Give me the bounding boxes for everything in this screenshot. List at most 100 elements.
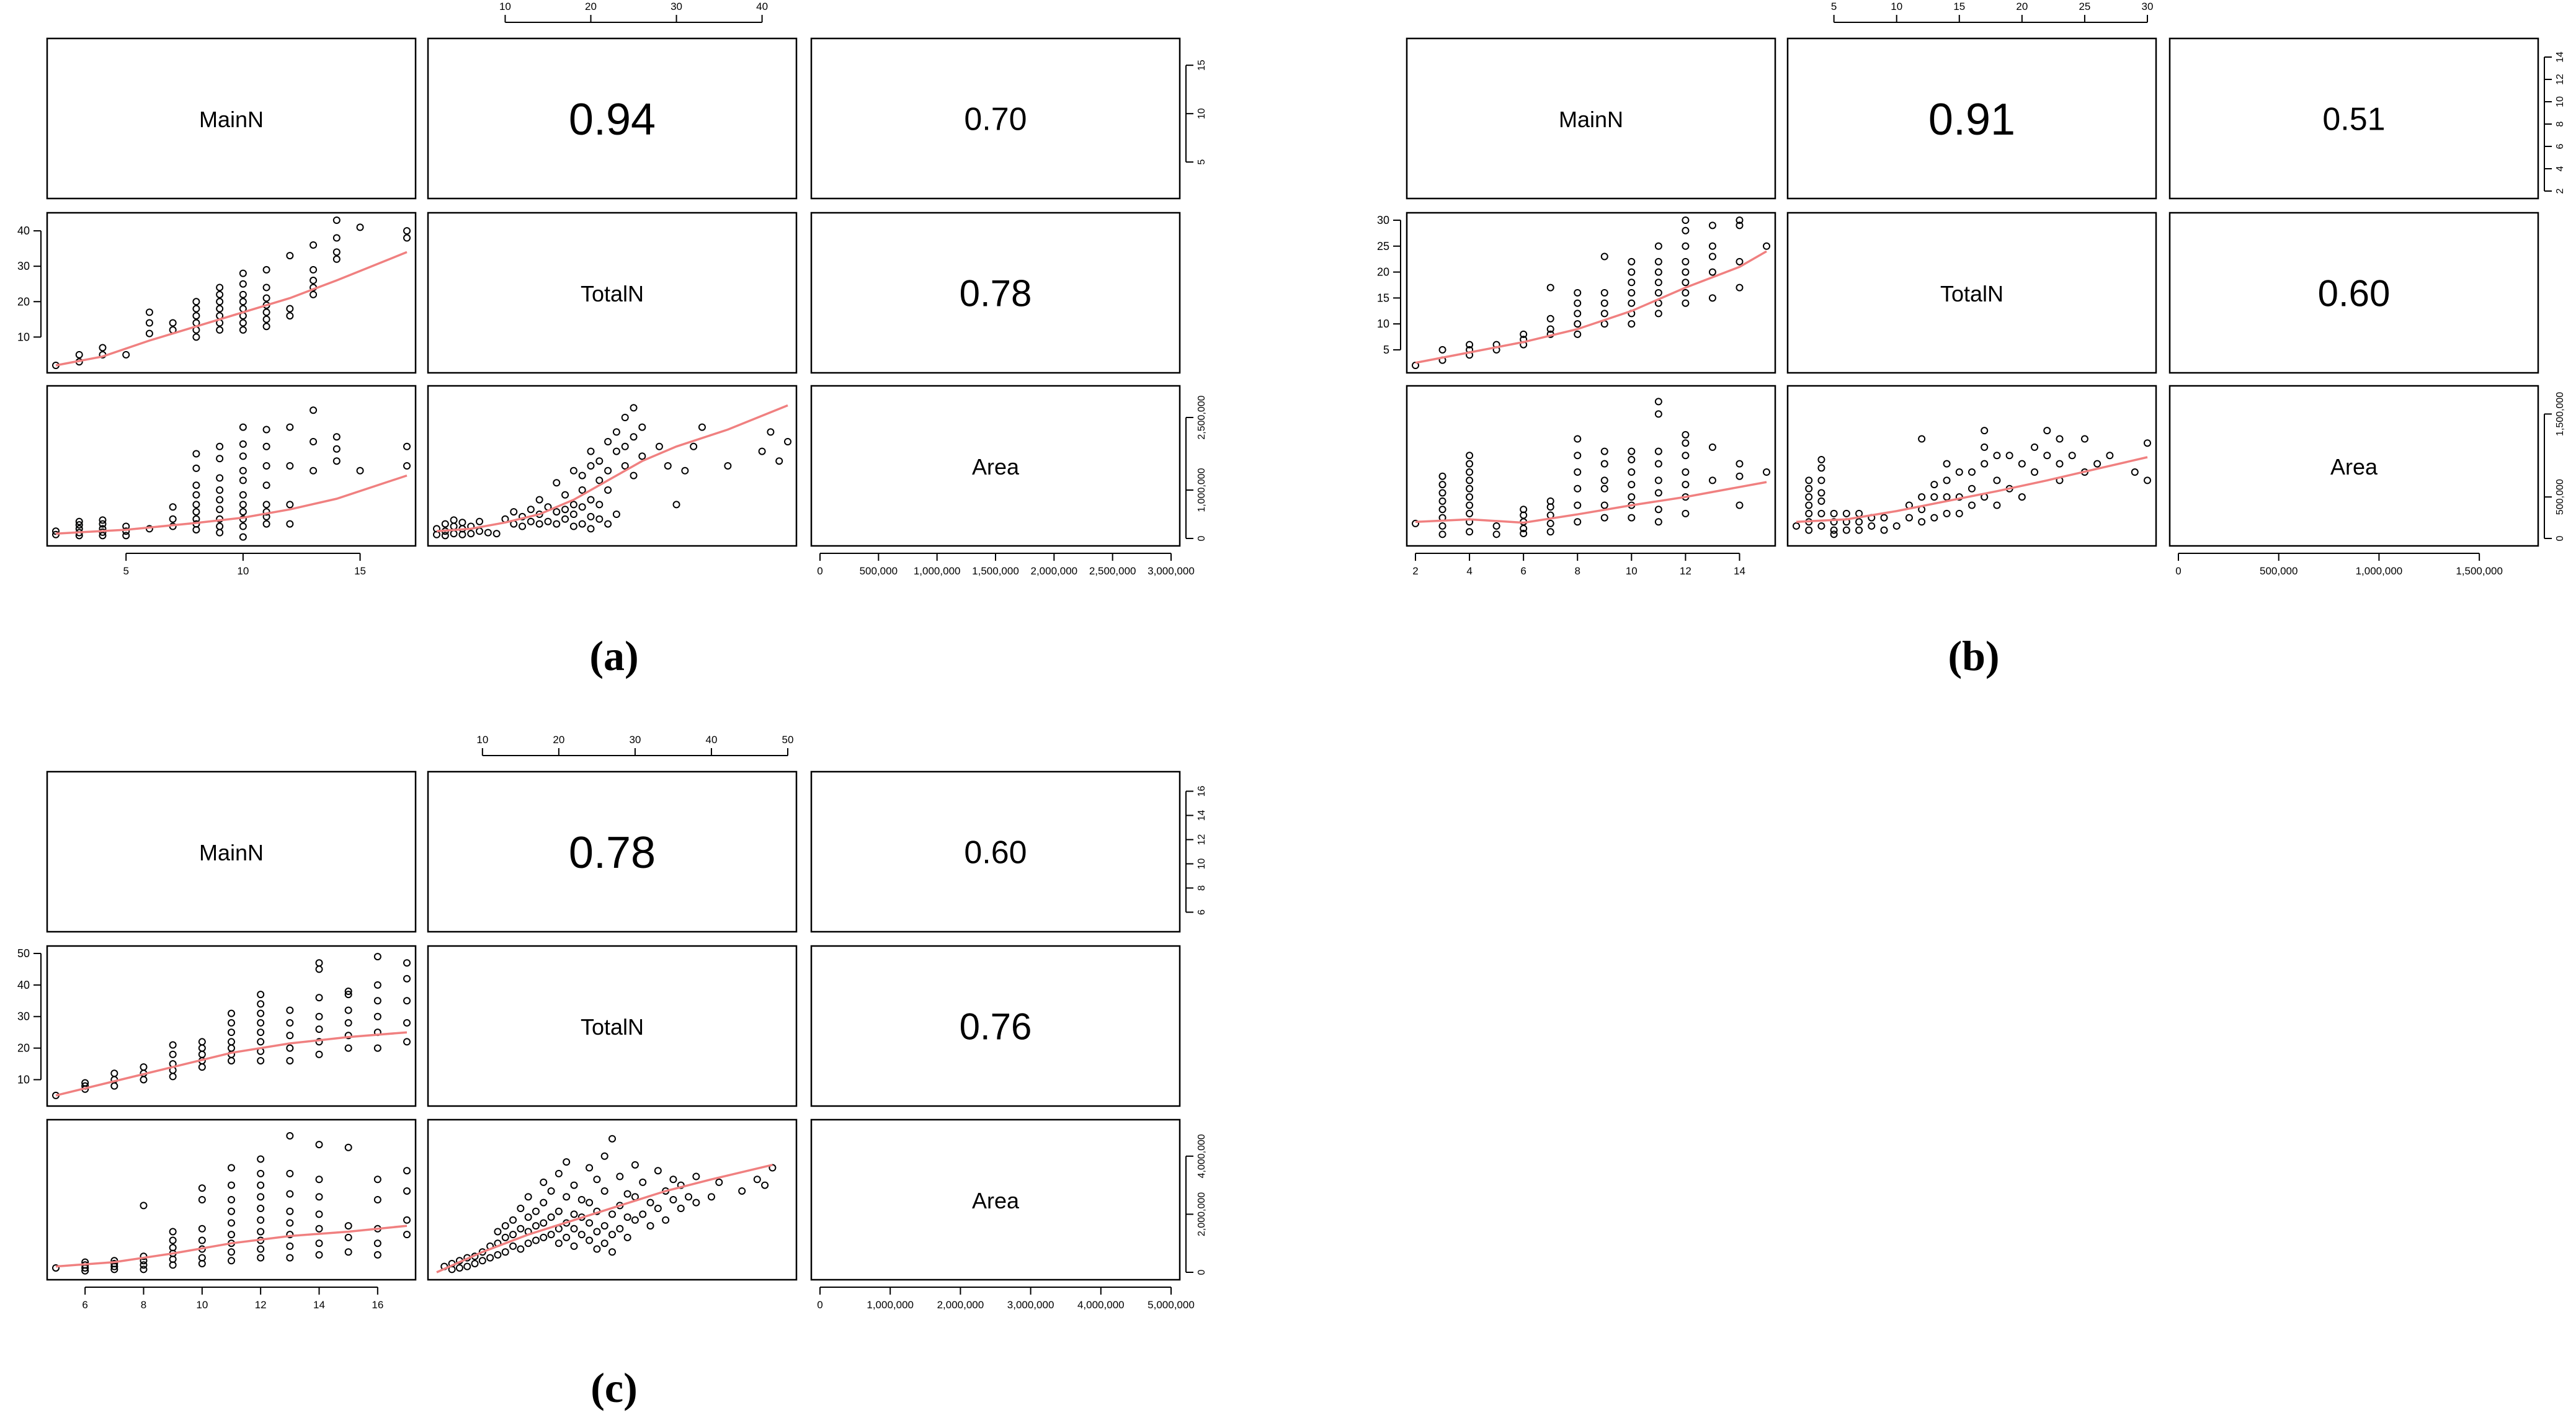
- tick-label: 50: [782, 734, 794, 746]
- data-point: [1993, 501, 2001, 509]
- data-point: [1438, 489, 1446, 497]
- tick-label: 5: [1197, 159, 1207, 165]
- data-point: [455, 1264, 463, 1272]
- data-point: [1708, 443, 1716, 451]
- data-point: [519, 522, 527, 530]
- data-point: [1520, 506, 1528, 514]
- data-point: [99, 520, 107, 528]
- data-point: [478, 1257, 486, 1265]
- correlation-value: 0.76: [960, 1006, 1032, 1048]
- data-point: [1546, 519, 1554, 527]
- data-point: [639, 1178, 647, 1186]
- data-point: [344, 1006, 352, 1014]
- tick-label: 0: [817, 1299, 822, 1311]
- data-point: [257, 1228, 265, 1236]
- data-point: [52, 1264, 60, 1272]
- data-point: [1654, 489, 1662, 497]
- data-point: [315, 1225, 323, 1233]
- data-point: [2043, 452, 2051, 460]
- data-point: [1682, 509, 1690, 517]
- cell-frame: [46, 1118, 417, 1281]
- data-point: [638, 452, 646, 460]
- variable-label-totaln: TotalN: [1940, 281, 2003, 306]
- data-point: [578, 486, 586, 494]
- data-point: [257, 1019, 265, 1027]
- data-point: [685, 1193, 693, 1201]
- correlation-value: 0.78: [960, 273, 1032, 315]
- data-point: [535, 496, 543, 504]
- data-point: [198, 1254, 206, 1262]
- data-point: [1466, 460, 1474, 468]
- tick-label: 20: [1377, 266, 1389, 279]
- data-point: [616, 1225, 624, 1233]
- data-point: [315, 1193, 323, 1201]
- tick-label: 2: [2555, 188, 2565, 194]
- bottom-axis-area: 0 500,000 1,000,000 1,500,000: [2175, 553, 2503, 577]
- data-point: [1855, 509, 1863, 517]
- data-point: [1438, 481, 1446, 489]
- cell-frame: [1406, 385, 1776, 547]
- data-point: [216, 455, 224, 463]
- data-point: [450, 530, 458, 538]
- data-point: [1793, 522, 1800, 530]
- data-point: [532, 1236, 540, 1244]
- data-point: [1708, 268, 1716, 276]
- data-point: [1805, 484, 1813, 493]
- data-point: [239, 298, 247, 306]
- data-point: [373, 953, 381, 961]
- tick-label: 15: [1377, 292, 1389, 304]
- data-point: [1654, 289, 1662, 297]
- data-point: [1574, 299, 1582, 307]
- data-point: [669, 1176, 677, 1184]
- bottom-axis-area: 0 1,000,000 2,000,000 3,000,000 4,000,000 5,0…: [817, 1287, 1195, 1311]
- data-point: [192, 312, 200, 320]
- data-point: [604, 438, 612, 445]
- data-point: [724, 462, 732, 470]
- data-point: [600, 1152, 608, 1160]
- data-point: [169, 1050, 177, 1058]
- data-point: [1600, 514, 1608, 522]
- data-point: [262, 308, 270, 316]
- tick-label: 14: [2555, 51, 2565, 63]
- tick-label: 30: [1377, 214, 1389, 226]
- data-point: [198, 1050, 206, 1058]
- data-point: [540, 1219, 548, 1227]
- tick-label: 1,000,000: [867, 1299, 914, 1311]
- data-point: [501, 1222, 509, 1230]
- tick-label: 30: [17, 1011, 30, 1023]
- data-point: [228, 1231, 235, 1239]
- data-point: [192, 333, 200, 341]
- data-point: [140, 1202, 148, 1210]
- data-point: [540, 1233, 548, 1241]
- data-point: [373, 1176, 381, 1184]
- data-point: [1682, 268, 1690, 276]
- data-point: [1600, 484, 1608, 493]
- data-point: [677, 1205, 685, 1213]
- tick-label: 0: [1197, 1269, 1207, 1275]
- data-point: [1412, 519, 1419, 527]
- data-point: [1842, 509, 1850, 517]
- data-point: [501, 1248, 509, 1256]
- data-point: [646, 1222, 654, 1230]
- lowess-smooth-line: [1415, 481, 1767, 524]
- data-point: [2093, 460, 2101, 468]
- data-point: [2131, 468, 2139, 476]
- data-point: [332, 248, 341, 256]
- data-point: [1708, 476, 1716, 484]
- data-point: [1492, 522, 1500, 530]
- data-point: [344, 1044, 352, 1052]
- data-point: [1736, 257, 1744, 266]
- data-point: [257, 1038, 265, 1046]
- variable-label-totaln: TotalN: [581, 281, 644, 306]
- data-point: [587, 447, 595, 455]
- correlation-value: 0.70: [964, 102, 1027, 138]
- data-point: [373, 1251, 381, 1259]
- data-point: [239, 326, 247, 334]
- data-point: [586, 1164, 594, 1172]
- variable-label-area: Area: [972, 454, 1020, 480]
- data-point: [608, 1135, 616, 1143]
- data-point: [587, 512, 595, 520]
- data-point: [1817, 522, 1825, 530]
- data-point: [1466, 493, 1474, 501]
- data-point: [524, 1239, 532, 1247]
